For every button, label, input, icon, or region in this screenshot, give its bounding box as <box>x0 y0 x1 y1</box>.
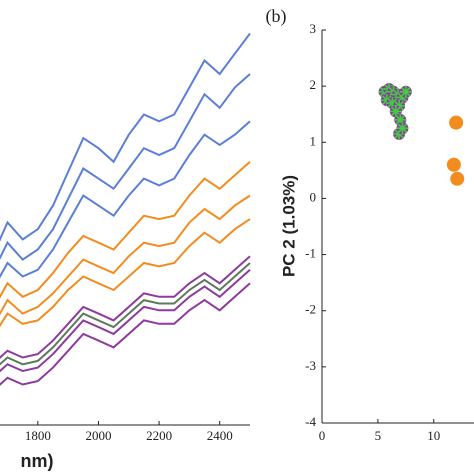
y-axis-label: PC 2 (1.03%) <box>279 175 298 277</box>
x-tick-label: 1800 <box>25 428 51 443</box>
spectrum-line <box>0 194 251 316</box>
spectrum-line <box>0 161 251 299</box>
y-tick-label: -3 <box>305 358 316 373</box>
x-tick-label: 2200 <box>146 428 172 443</box>
y-tick-label: 3 <box>310 21 317 36</box>
star-ray <box>382 95 392 105</box>
y-tick-label: -2 <box>305 302 316 317</box>
spectrum-line <box>0 282 251 386</box>
spectrum-line <box>0 255 251 359</box>
star-ray <box>395 115 406 125</box>
star-point <box>399 85 412 98</box>
star-ray <box>387 98 398 108</box>
x-tick-label: 0 <box>319 428 326 443</box>
star-point <box>396 122 409 135</box>
x-tick-label: 5 <box>375 428 382 443</box>
y-tick-label: -1 <box>305 246 316 261</box>
star-ray <box>401 86 411 97</box>
star-ray <box>390 106 401 117</box>
spectrum-line <box>0 73 251 261</box>
y-tick-label: 0 <box>310 189 317 204</box>
y-tick-label: 2 <box>310 77 317 92</box>
spectrum-line <box>0 269 251 373</box>
circle-point <box>449 115 464 130</box>
y-tick-label: -4 <box>305 414 316 429</box>
y-tick-label: 1 <box>310 133 317 148</box>
spectrum-line <box>0 32 251 242</box>
x-axis-label: nm) <box>21 451 54 471</box>
spectrum-line <box>0 262 251 366</box>
spectrum-line <box>0 120 251 279</box>
circle-point <box>450 171 465 186</box>
x-tick-label: 10 <box>427 428 440 443</box>
star-ray <box>397 123 408 134</box>
x-tick-label: 2000 <box>85 428 111 443</box>
panel-title: (b) <box>266 6 287 27</box>
spectrum-line <box>0 218 251 328</box>
circle-point <box>446 157 461 172</box>
x-tick-label: 2400 <box>207 428 233 443</box>
